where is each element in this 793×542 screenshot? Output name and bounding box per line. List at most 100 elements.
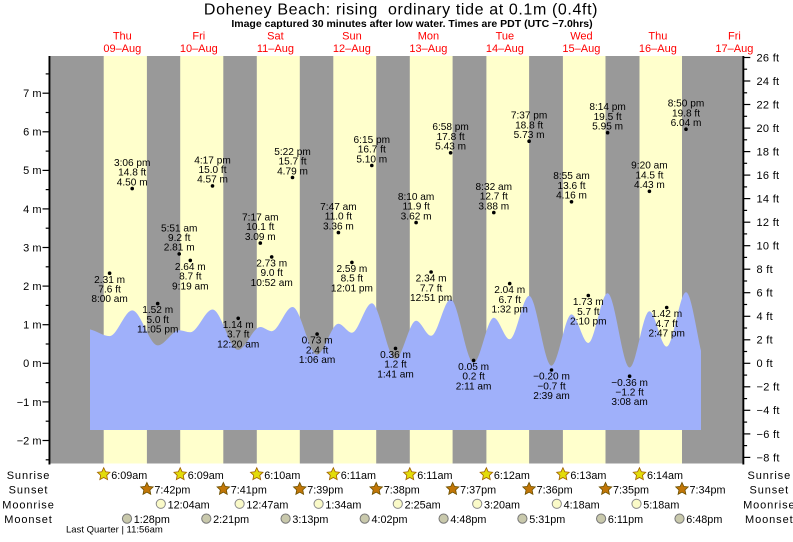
svg-text:Doheney Beach: rising ordinar: Doheney Beach: rising ordinary tide at 0… bbox=[204, 1, 598, 18]
svg-text:Thu: Thu bbox=[113, 31, 132, 43]
svg-text:Sunrise: Sunrise bbox=[7, 470, 51, 482]
svg-text:2 ft: 2 ft bbox=[757, 335, 774, 347]
svg-text:Moonset: Moonset bbox=[745, 514, 793, 526]
svg-text:6:11am: 6:11am bbox=[417, 470, 452, 482]
svg-text:7 m: 7 m bbox=[23, 88, 41, 100]
svg-text:6:10am: 6:10am bbox=[264, 470, 300, 482]
svg-text:2.31 m7.6 ft8:00 am: 2.31 m 7.6 ft 8:00 am bbox=[91, 275, 127, 305]
svg-text:16–Aug: 16–Aug bbox=[639, 43, 677, 55]
svg-text:7:35pm: 7:35pm bbox=[613, 485, 649, 497]
svg-text:3:13pm: 3:13pm bbox=[292, 514, 328, 526]
svg-text:−0.20 m−0.7 ft2:39 am: −0.20 m −0.7 ft 2:39 am bbox=[533, 372, 570, 402]
svg-text:12:47am: 12:47am bbox=[246, 499, 288, 511]
svg-text:Sun: Sun bbox=[342, 31, 362, 43]
svg-text:7:41pm: 7:41pm bbox=[231, 485, 267, 497]
svg-text:11–Aug: 11–Aug bbox=[257, 43, 294, 55]
svg-text:7:36pm: 7:36pm bbox=[537, 485, 573, 497]
svg-text:13–Aug: 13–Aug bbox=[409, 43, 447, 55]
svg-text:16 ft: 16 ft bbox=[757, 170, 780, 182]
svg-text:Sunrise: Sunrise bbox=[747, 470, 791, 482]
svg-text:−2 ft: −2 ft bbox=[757, 382, 780, 394]
svg-text:15–Aug: 15–Aug bbox=[562, 43, 600, 55]
svg-text:6:13am: 6:13am bbox=[570, 470, 606, 482]
svg-text:18 ft: 18 ft bbox=[757, 147, 780, 159]
svg-text:Last Quarter | 11:56am: Last Quarter | 11:56am bbox=[66, 524, 163, 535]
svg-text:8 ft: 8 ft bbox=[757, 264, 774, 276]
svg-text:7:39pm: 7:39pm bbox=[307, 485, 343, 497]
svg-text:6 m: 6 m bbox=[23, 127, 41, 139]
svg-text:10–Aug: 10–Aug bbox=[180, 43, 218, 55]
svg-text:Fri: Fri bbox=[728, 31, 741, 43]
svg-text:Image captured 30 minutes afte: Image captured 30 minutes after low wate… bbox=[231, 18, 592, 30]
svg-text:12–Aug: 12–Aug bbox=[333, 43, 371, 55]
svg-text:6:48pm: 6:48pm bbox=[686, 514, 722, 526]
svg-text:6 ft: 6 ft bbox=[757, 288, 774, 300]
svg-text:3 m: 3 m bbox=[23, 242, 41, 254]
svg-text:6:11pm: 6:11pm bbox=[608, 514, 643, 526]
svg-text:4:48pm: 4:48pm bbox=[450, 514, 486, 526]
svg-text:−2 m: −2 m bbox=[17, 435, 42, 447]
svg-text:14 ft: 14 ft bbox=[757, 194, 780, 206]
svg-text:Mon: Mon bbox=[418, 31, 439, 43]
svg-text:Tue: Tue bbox=[496, 31, 515, 43]
svg-text:22 ft: 22 ft bbox=[757, 99, 780, 111]
svg-text:6:09am: 6:09am bbox=[188, 470, 224, 482]
svg-text:17–Aug: 17–Aug bbox=[715, 43, 753, 55]
svg-text:Moonset: Moonset bbox=[4, 514, 53, 526]
svg-text:7:42pm: 7:42pm bbox=[154, 485, 190, 497]
svg-text:7:34pm: 7:34pm bbox=[690, 485, 726, 497]
svg-text:14–Aug: 14–Aug bbox=[486, 43, 524, 55]
svg-text:2:25am: 2:25am bbox=[405, 499, 441, 511]
svg-text:Wed: Wed bbox=[570, 31, 592, 43]
svg-text:Sat: Sat bbox=[267, 31, 284, 43]
svg-text:−6 ft: −6 ft bbox=[757, 429, 780, 441]
svg-text:4 ft: 4 ft bbox=[757, 311, 774, 323]
svg-text:26 ft: 26 ft bbox=[757, 52, 780, 64]
svg-text:0 m: 0 m bbox=[23, 358, 41, 370]
svg-text:2.04 m6.7 ft1:32 pm: 2.04 m 6.7 ft 1:32 pm bbox=[491, 285, 527, 315]
svg-text:5:31pm: 5:31pm bbox=[529, 514, 565, 526]
svg-text:5:18am: 5:18am bbox=[643, 499, 679, 511]
svg-text:Sunset: Sunset bbox=[9, 485, 49, 497]
svg-text:Moonrise: Moonrise bbox=[2, 499, 54, 511]
svg-text:Fri: Fri bbox=[192, 31, 205, 43]
svg-text:3:20am: 3:20am bbox=[484, 499, 520, 511]
svg-text:6:12am: 6:12am bbox=[494, 470, 530, 482]
svg-text:10 ft: 10 ft bbox=[757, 241, 780, 253]
svg-text:20 ft: 20 ft bbox=[757, 123, 780, 135]
svg-text:4 m: 4 m bbox=[23, 204, 41, 216]
svg-text:Sunset: Sunset bbox=[749, 485, 789, 497]
svg-text:−1 m: −1 m bbox=[17, 397, 42, 409]
svg-text:7:37pm: 7:37pm bbox=[460, 485, 496, 497]
svg-text:6:11am: 6:11am bbox=[341, 470, 376, 482]
svg-text:24 ft: 24 ft bbox=[757, 76, 780, 88]
svg-text:1:28pm: 1:28pm bbox=[134, 514, 170, 526]
svg-text:1 m: 1 m bbox=[23, 320, 41, 332]
svg-text:4:18am: 4:18am bbox=[564, 499, 600, 511]
svg-text:2 m: 2 m bbox=[23, 281, 41, 293]
svg-text:−0.36 m−1.2 ft3:08 am: −0.36 m −1.2 ft 3:08 am bbox=[611, 378, 648, 408]
svg-text:2:21pm: 2:21pm bbox=[213, 514, 249, 526]
svg-text:Thu: Thu bbox=[648, 31, 667, 43]
svg-text:−4 ft: −4 ft bbox=[757, 405, 780, 417]
svg-text:6:09am: 6:09am bbox=[111, 470, 147, 482]
svg-text:4:02pm: 4:02pm bbox=[372, 514, 408, 526]
svg-text:5 m: 5 m bbox=[23, 165, 41, 177]
svg-text:7:38pm: 7:38pm bbox=[384, 485, 420, 497]
svg-text:−8 ft: −8 ft bbox=[757, 452, 780, 464]
svg-text:12 ft: 12 ft bbox=[757, 217, 780, 229]
